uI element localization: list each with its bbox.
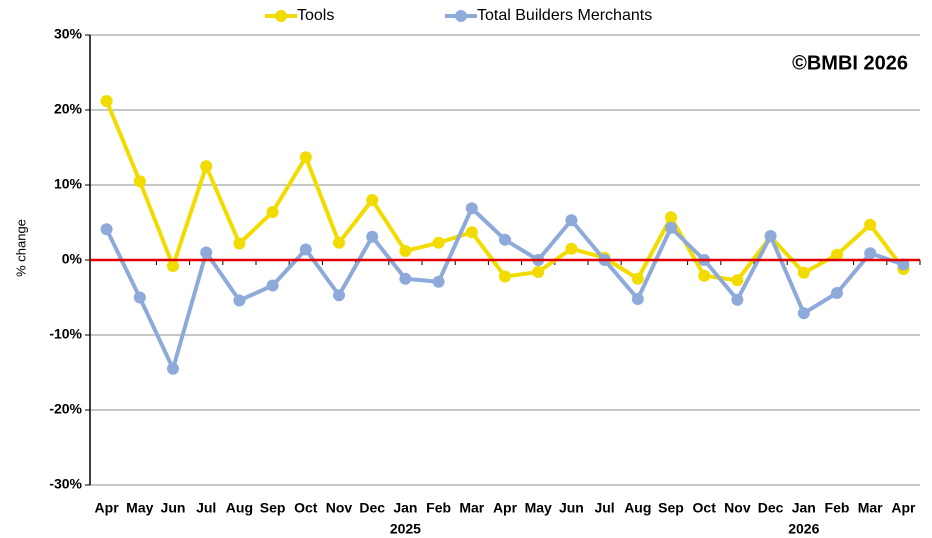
year-label: 2026 <box>788 521 819 537</box>
y-tick-label: -20% <box>49 401 82 417</box>
data-point <box>266 206 279 218</box>
data-point <box>764 230 777 242</box>
y-tick-label: 0% <box>62 251 83 267</box>
x-tick-label: Jun <box>161 500 186 516</box>
data-point <box>731 274 744 287</box>
data-point <box>366 194 379 206</box>
data-point <box>200 160 213 173</box>
data-point <box>499 270 511 283</box>
data-point <box>731 293 744 306</box>
x-tick-label: Oct <box>693 500 717 516</box>
y-tick-label: -30% <box>49 476 82 492</box>
data-point <box>897 258 910 271</box>
data-point <box>499 233 511 246</box>
x-tick-label: Jun <box>559 500 584 516</box>
y-tick-label: -10% <box>49 326 82 342</box>
x-tick-label: Nov <box>326 500 353 516</box>
data-point <box>167 260 179 272</box>
x-tick-label: May <box>525 500 552 516</box>
data-point <box>631 272 644 285</box>
data-point <box>665 211 677 224</box>
data-point <box>665 221 677 234</box>
x-tick-label: Jul <box>196 500 216 516</box>
x-tick-label: Mar <box>459 500 484 516</box>
data-point <box>200 246 213 259</box>
data-point <box>366 230 379 243</box>
x-tick-label: May <box>126 500 153 516</box>
y-tick-label: 30% <box>54 26 83 42</box>
data-point <box>233 237 246 250</box>
data-point <box>100 223 113 236</box>
x-tick-label: Feb <box>426 500 451 516</box>
data-point <box>565 242 578 255</box>
x-tick-label: Aug <box>624 500 651 516</box>
x-tick-label: Apr <box>493 500 518 516</box>
data-point <box>432 236 445 249</box>
data-point <box>233 294 246 307</box>
year-label: 2025 <box>390 521 421 537</box>
data-point <box>864 218 877 231</box>
x-tick-label: Sep <box>658 500 684 516</box>
legend-marker <box>455 10 467 22</box>
data-point <box>797 266 810 279</box>
y-tick-label: 20% <box>54 101 83 117</box>
data-point <box>133 175 146 188</box>
legend-marker <box>275 10 287 22</box>
x-tick-label: Dec <box>758 500 784 516</box>
x-tick-label: Oct <box>294 500 318 516</box>
data-point <box>333 236 345 249</box>
data-point <box>631 293 644 305</box>
data-point <box>299 243 312 256</box>
data-point <box>565 214 578 227</box>
data-point <box>299 151 312 164</box>
series-line <box>104 100 905 283</box>
x-tick-label: Sep <box>260 500 286 516</box>
legend-label: Tools <box>297 7 334 24</box>
data-point <box>100 95 113 107</box>
data-point <box>532 266 545 278</box>
data-point <box>266 279 279 292</box>
data-point <box>399 245 412 257</box>
data-point <box>167 362 179 375</box>
x-tick-label: Dec <box>359 500 385 516</box>
data-point <box>797 307 810 320</box>
data-point <box>831 248 843 261</box>
data-point <box>698 269 711 282</box>
data-point <box>465 226 478 239</box>
y-axis-label: % change <box>13 219 28 277</box>
annotation: ©BMBI 2026 <box>792 52 908 74</box>
x-tick-label: Feb <box>825 500 850 516</box>
x-tick-label: Apr <box>95 500 120 516</box>
data-point <box>399 272 412 285</box>
x-tick-label: Jul <box>594 500 614 516</box>
y-tick-label: 10% <box>54 176 83 192</box>
x-tick-label: Jan <box>792 500 816 516</box>
data-point <box>831 287 843 299</box>
x-tick-label: Mar <box>858 500 883 516</box>
series-line <box>104 206 905 371</box>
x-tick-label: Nov <box>724 500 751 516</box>
x-tick-label: Apr <box>891 500 916 516</box>
data-point <box>133 291 146 304</box>
x-tick-label: Aug <box>226 500 253 516</box>
data-point <box>432 275 445 288</box>
x-tick-label: Jan <box>393 500 417 516</box>
legend-label: Total Builders Merchants <box>477 7 652 24</box>
data-point <box>465 202 478 215</box>
data-point <box>864 247 877 260</box>
data-point <box>333 289 345 302</box>
